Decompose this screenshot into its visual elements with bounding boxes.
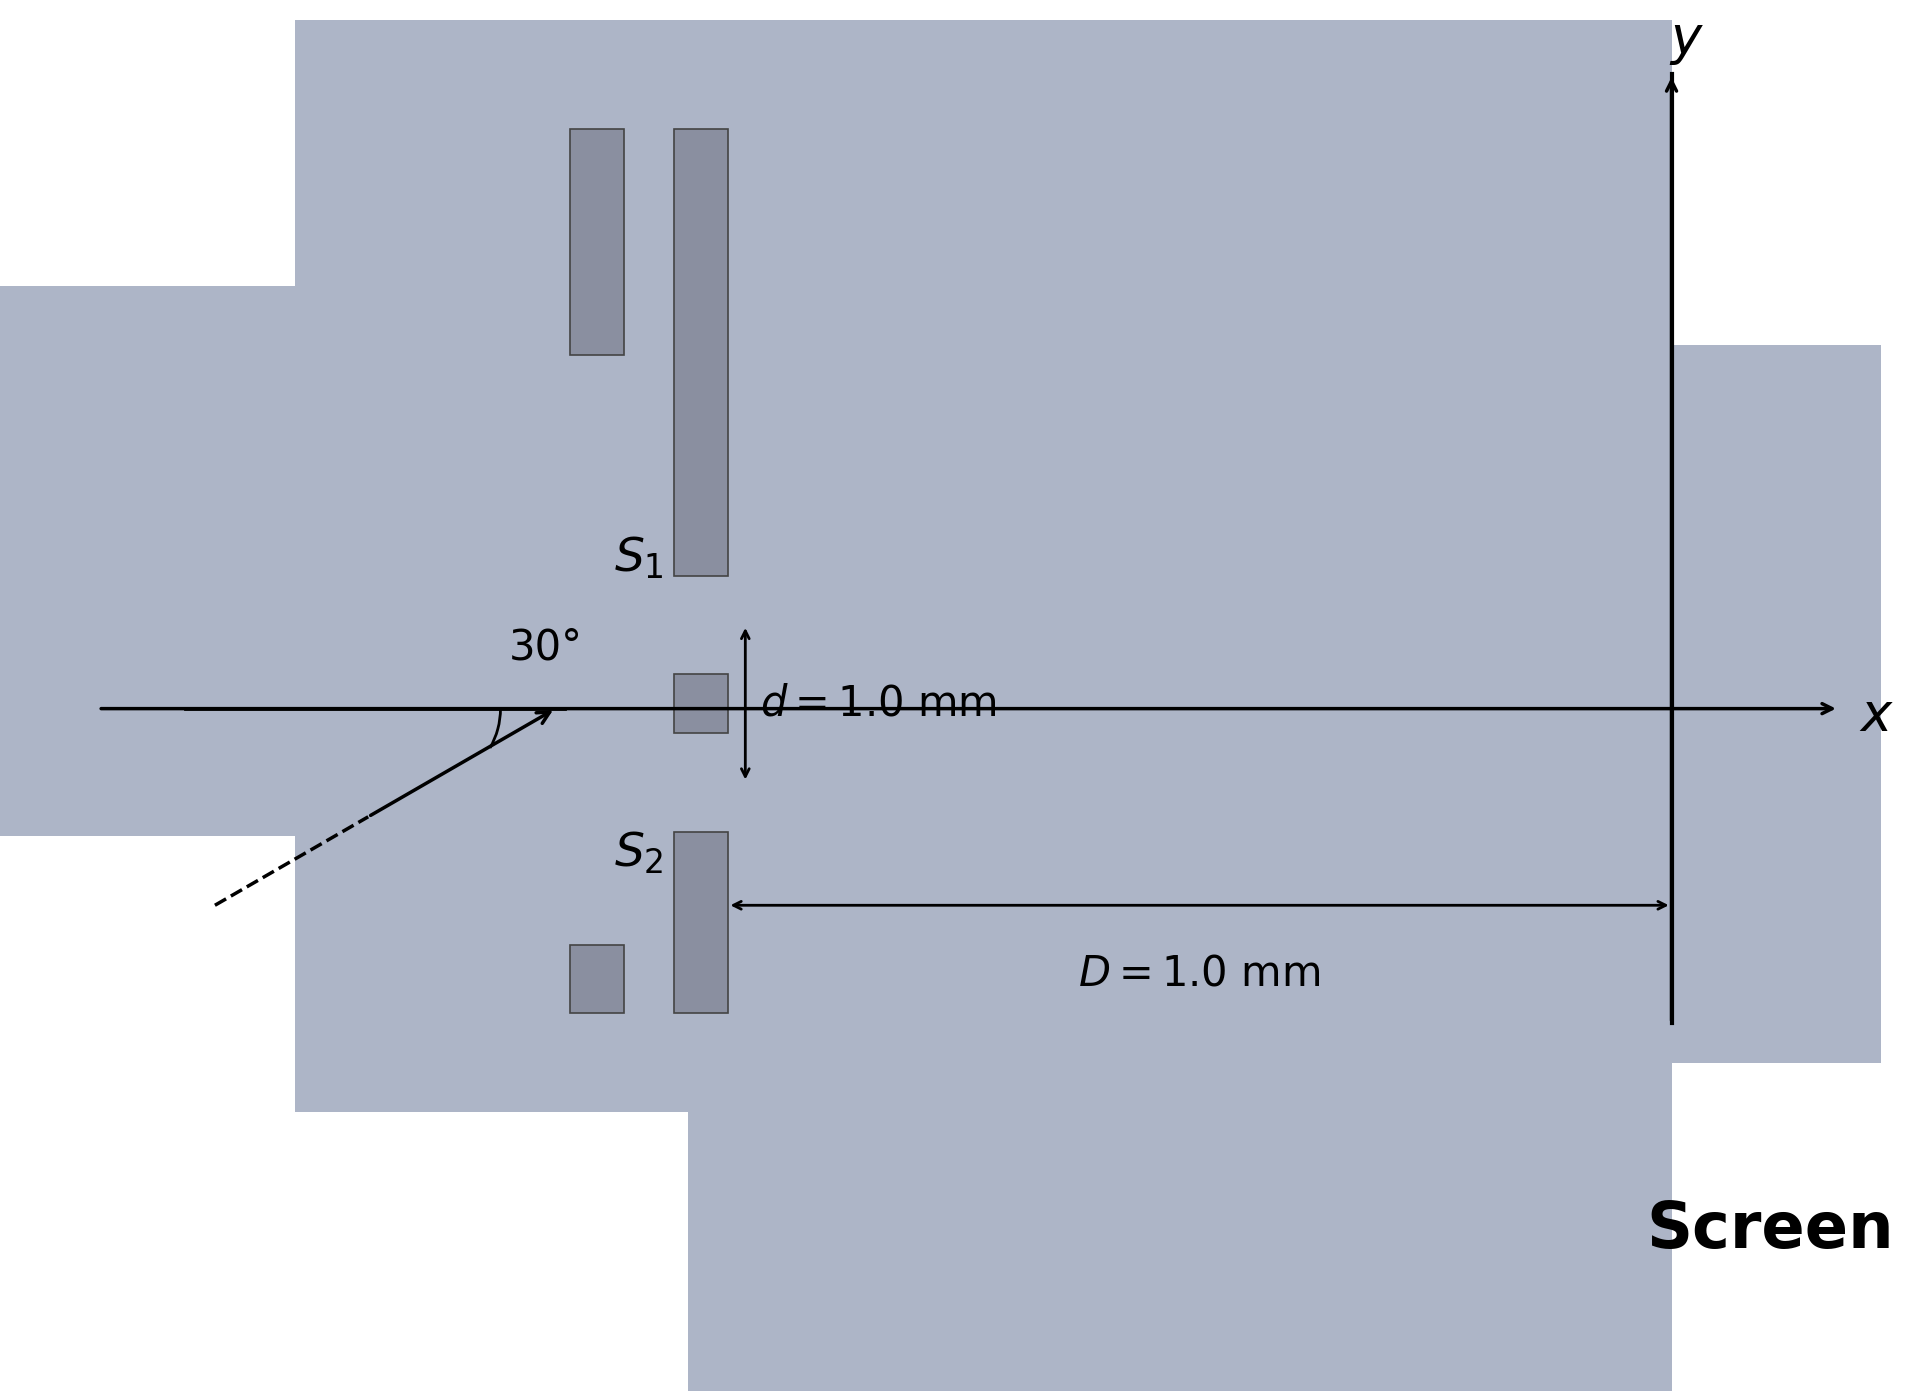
- Text: Screen: Screen: [1645, 1199, 1894, 1260]
- Text: $D = 1.0\ \mathrm{mm}$: $D = 1.0\ \mathrm{mm}$: [1079, 952, 1320, 994]
- Bar: [673, 832, 727, 1013]
- Text: y: y: [1670, 13, 1703, 64]
- Bar: [570, 128, 624, 354]
- Text: 30°: 30°: [509, 627, 582, 669]
- Bar: [673, 675, 727, 733]
- Bar: [673, 128, 727, 576]
- Bar: [570, 945, 624, 1013]
- Text: $S_1$: $S_1$: [614, 535, 664, 581]
- Text: x: x: [1859, 690, 1892, 743]
- Polygon shape: [0, 21, 1880, 1391]
- Text: $d = 1.0\ \mathrm{mm}$: $d = 1.0\ \mathrm{mm}$: [759, 683, 997, 725]
- Text: $S_2$: $S_2$: [614, 829, 664, 877]
